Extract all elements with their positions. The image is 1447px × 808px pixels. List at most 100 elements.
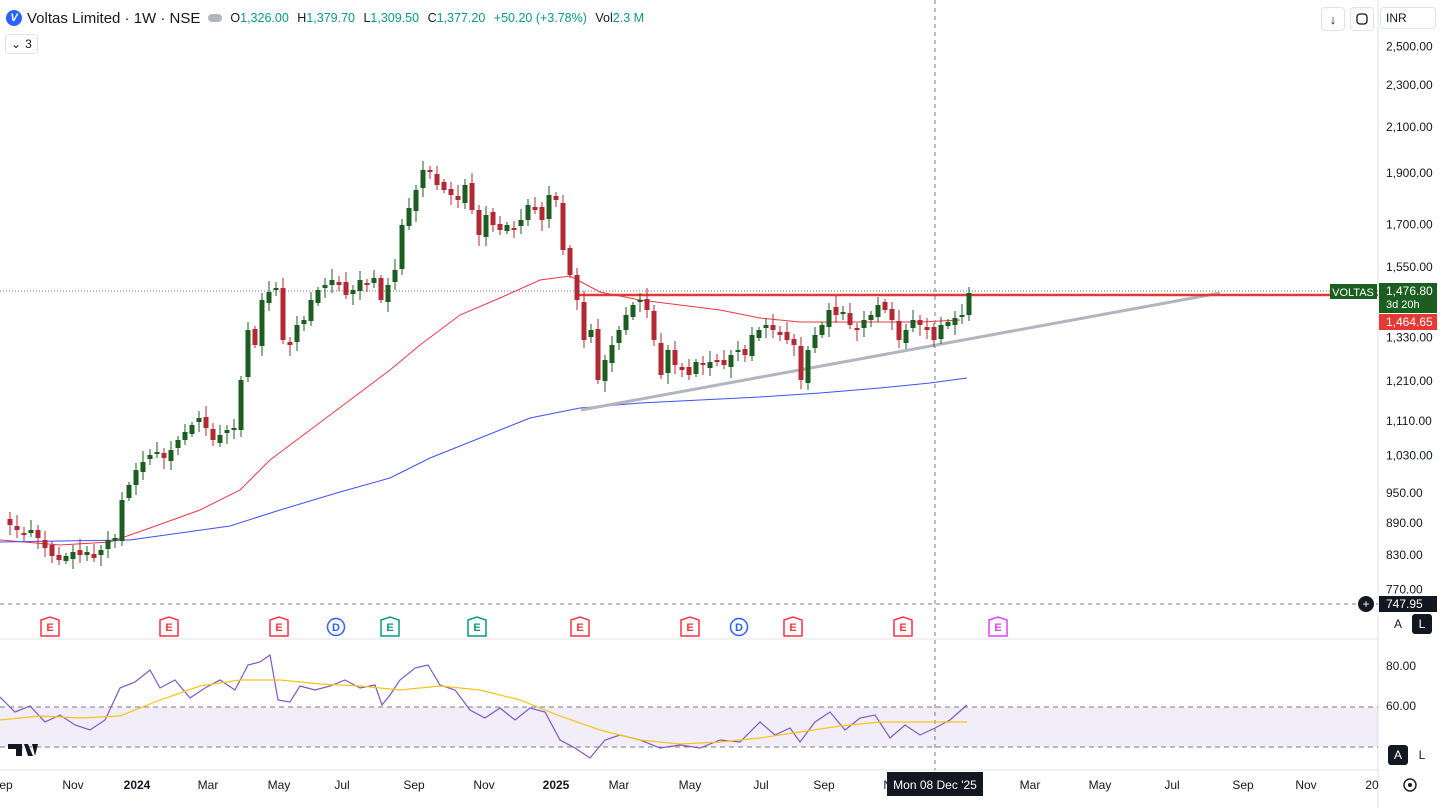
price-tick-label: 950.00 bbox=[1386, 486, 1423, 500]
candle-body bbox=[924, 327, 930, 330]
candle-body bbox=[581, 302, 587, 340]
rsi-log-button[interactable]: L bbox=[1412, 745, 1432, 765]
event-label: E bbox=[473, 622, 480, 634]
candle-body bbox=[791, 339, 797, 345]
candle-body bbox=[945, 322, 951, 326]
last-price-badge bbox=[1379, 283, 1437, 313]
candle-body bbox=[161, 453, 167, 458]
candle-body bbox=[665, 350, 671, 373]
crosshair-date-label: Mon 08 Dec '25 bbox=[893, 778, 977, 792]
candle-body bbox=[658, 343, 664, 375]
time-tick-label: Jul bbox=[753, 778, 768, 792]
candle-body bbox=[189, 425, 195, 434]
legend-toggle[interactable] bbox=[208, 14, 223, 22]
rsi-tick-label: 80.00 bbox=[1386, 659, 1416, 673]
candle-body bbox=[525, 205, 531, 220]
candle-body bbox=[952, 318, 958, 325]
price-tick-label: 1,330.00 bbox=[1386, 331, 1433, 345]
event-label: E bbox=[899, 622, 906, 634]
time-tick-label: Nov bbox=[62, 778, 83, 792]
event-label: E bbox=[386, 622, 393, 634]
candle-body bbox=[938, 325, 944, 339]
candle-body bbox=[266, 292, 272, 303]
symbol-title[interactable]: Voltas Limited · 1W · NSE bbox=[27, 9, 201, 27]
symbol-badge-label: VOLTAS bbox=[1332, 287, 1374, 299]
symbol-badge bbox=[1330, 284, 1377, 299]
candle-body bbox=[70, 552, 76, 559]
candle-body bbox=[763, 325, 769, 328]
candle-body bbox=[238, 380, 244, 430]
candle-body bbox=[203, 417, 209, 428]
earnings-event-icon bbox=[269, 616, 289, 637]
time-tick-label: Nov bbox=[473, 778, 494, 792]
candle-body bbox=[105, 540, 111, 549]
candle-body bbox=[560, 203, 566, 250]
candle-body bbox=[749, 335, 755, 356]
candle-body bbox=[154, 452, 160, 454]
candle-body bbox=[455, 196, 461, 200]
auto-scale-button[interactable]: A bbox=[1388, 614, 1408, 634]
price-tick-label: 1,550.00 bbox=[1386, 260, 1433, 274]
candle-body bbox=[441, 182, 447, 190]
candle-body bbox=[686, 367, 692, 375]
candle-body bbox=[707, 362, 713, 368]
candle-body bbox=[959, 315, 965, 317]
time-tick-label: 20 bbox=[1365, 778, 1379, 792]
last-price-label: 1,476.80 bbox=[1386, 284, 1433, 298]
candle-body bbox=[343, 282, 349, 295]
candle-body bbox=[294, 325, 300, 342]
candle-body bbox=[273, 288, 279, 290]
time-tick-label: Jul bbox=[1164, 778, 1179, 792]
rsi-auto-button[interactable]: A bbox=[1388, 745, 1408, 765]
candle-body bbox=[378, 278, 384, 300]
event-label: E bbox=[46, 622, 53, 634]
earnings-event-icon bbox=[467, 616, 487, 637]
crosshair-price-label: 747.95 bbox=[1386, 597, 1423, 611]
time-tick-label: May bbox=[268, 778, 291, 792]
candle-body bbox=[112, 538, 118, 541]
download-button[interactable]: ↓ bbox=[1321, 7, 1345, 31]
candle-body bbox=[91, 554, 97, 558]
symbol-logo: V bbox=[6, 10, 22, 26]
candle-body bbox=[448, 189, 454, 195]
indicators-toggle[interactable]: ⌄ 3 bbox=[5, 34, 38, 54]
candle-body bbox=[910, 320, 916, 328]
time-tick-label: Nov bbox=[1295, 778, 1316, 792]
candle-body bbox=[147, 455, 153, 459]
candle-body bbox=[420, 170, 426, 188]
candle-body bbox=[210, 429, 216, 440]
candle-body bbox=[903, 330, 909, 343]
earnings-event-icon bbox=[893, 616, 913, 637]
candle-body bbox=[357, 280, 363, 291]
candle-body bbox=[672, 350, 678, 365]
price-tick-label: 890.00 bbox=[1386, 516, 1423, 530]
fullscreen-button[interactable] bbox=[1350, 7, 1374, 31]
candle-body bbox=[805, 350, 811, 383]
time-tick-label: Sep bbox=[403, 778, 425, 792]
candle-body bbox=[315, 290, 321, 303]
log-scale-button[interactable]: L bbox=[1412, 614, 1432, 634]
currency-selector[interactable]: INR bbox=[1380, 7, 1436, 29]
plus-icon: + bbox=[1362, 597, 1369, 611]
settings-gear-icon bbox=[1403, 778, 1417, 792]
countdown-label: 3d 20h bbox=[1386, 299, 1420, 311]
candle-body bbox=[63, 556, 69, 561]
candle-body bbox=[56, 555, 62, 560]
dividend-event-icon bbox=[729, 617, 749, 637]
candle-body bbox=[917, 320, 923, 325]
settings-gear-center bbox=[1408, 783, 1412, 787]
candle-body bbox=[119, 500, 125, 541]
earnings-event-icon bbox=[380, 616, 400, 637]
candle-body bbox=[595, 329, 601, 380]
candle-body bbox=[399, 225, 405, 269]
candle-body bbox=[539, 207, 545, 220]
rsi-line bbox=[0, 653, 968, 759]
price-tick-label: 1,030.00 bbox=[1386, 449, 1433, 463]
candle-body bbox=[819, 325, 825, 335]
candle-body bbox=[868, 315, 874, 320]
candle-body bbox=[406, 208, 412, 226]
ascending-trendline bbox=[580, 291, 1221, 412]
rsi-ma-line bbox=[0, 679, 967, 745]
candle-body bbox=[546, 195, 552, 219]
